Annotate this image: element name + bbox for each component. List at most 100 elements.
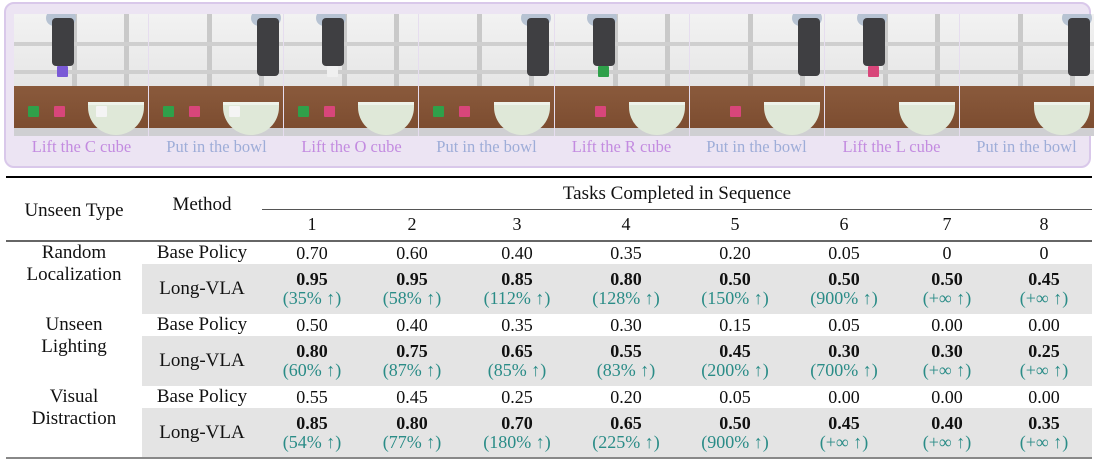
long-vla-cell: 0.30 (+∞ ↑) [898, 336, 996, 386]
long-vla-value: 0.50 [931, 269, 963, 289]
scene-frame [419, 14, 555, 136]
cube-icon [28, 106, 39, 117]
unseen-type-line1: Random [41, 242, 107, 263]
long-vla-cell: 0.85 (112% ↑) [462, 264, 572, 314]
frame-caption: Put in the bowl [976, 137, 1077, 156]
cube-icon [189, 106, 201, 117]
long-vla-value: 0.30 [931, 341, 963, 361]
long-vla-value: 0.85 [296, 412, 328, 433]
base-value: 0.30 [610, 314, 642, 335]
unseen-type-line2: Localization [26, 264, 122, 285]
frame-strip [14, 14, 1094, 136]
cube-icon [54, 106, 65, 117]
unseen-type-line1: Unseen [45, 314, 103, 335]
held-cube-icon [867, 66, 879, 77]
scene-frame [14, 14, 150, 136]
base-value: 0.20 [719, 242, 751, 263]
base-value: 0.00 [828, 386, 860, 407]
robot-arm-icon [862, 18, 885, 66]
long-vla-value: 0.25 [1028, 341, 1060, 361]
robot-arm-icon [527, 18, 550, 76]
base-value: 0.05 [828, 242, 860, 263]
long-vla-value: 0.85 [501, 269, 533, 289]
long-vla-cell: 0.65 (85% ↑) [462, 336, 572, 386]
frame-caption: Put in the bowl [166, 137, 267, 156]
improvement-percent: (+∞ ↑) [922, 360, 972, 380]
improvement-percent: (+∞ ↑) [1019, 360, 1069, 380]
long-vla-cell: 0.45 (200% ↑) [680, 336, 790, 386]
long-vla-value: 0.45 [828, 412, 860, 433]
results-table: Unseen Type Method Tasks Completed in Se… [6, 176, 1092, 459]
improvement-percent: (58% ↑) [382, 288, 442, 308]
cube-icon [163, 106, 175, 117]
robot-arm-icon [592, 18, 615, 66]
header-unseen-type: Unseen Type [24, 200, 124, 221]
long-vla-value: 0.80 [610, 269, 642, 289]
improvement-percent: (900% ↑) [701, 431, 769, 452]
base-value: 0.60 [396, 242, 428, 263]
header-col-7: 7 [942, 214, 952, 235]
improvement-percent: (83% ↑) [596, 360, 656, 380]
long-vla-cell: 0.25 (+∞ ↑) [996, 336, 1092, 386]
long-vla-value: 0.35 [1028, 412, 1060, 433]
long-vla-value: 0.50 [719, 412, 751, 433]
long-vla-cell: 0.35 (+∞ ↑) [996, 408, 1092, 458]
caption-strip: Lift the C cube Put in the bowl Lift the O… [14, 137, 1094, 157]
header-col-3: 3 [512, 214, 522, 235]
cube-icon [459, 106, 471, 117]
base-value: 0.00 [1028, 314, 1060, 335]
method-base-policy: Base Policy [156, 386, 248, 407]
header-col-2: 2 [407, 214, 417, 235]
long-vla-value: 0.70 [501, 412, 533, 433]
improvement-percent: (112% ↑) [483, 288, 551, 308]
long-vla-cell: 0.45 (+∞ ↑) [996, 264, 1092, 314]
held-cube-icon [597, 66, 609, 77]
header-col-8: 8 [1039, 214, 1049, 235]
held-cube-icon [57, 66, 68, 77]
long-vla-cell: 0.85 (54% ↑) [262, 408, 362, 458]
header-method: Method [172, 194, 232, 215]
long-vla-cell: 0.70 (180% ↑) [462, 408, 572, 458]
scene-frame [554, 14, 690, 136]
frame-caption: Lift the R cube [571, 137, 672, 156]
improvement-percent: (225% ↑) [592, 431, 660, 452]
scene-frame [284, 14, 420, 136]
long-vla-value: 0.45 [1028, 269, 1060, 289]
base-value: 0 [942, 242, 952, 263]
long-vla-value: 0.40 [931, 412, 963, 433]
base-value: 0 [1039, 242, 1049, 263]
improvement-percent: (60% ↑) [282, 360, 342, 380]
long-vla-cell: 0.50 (+∞ ↑) [898, 264, 996, 314]
improvement-percent: (+∞ ↑) [1019, 288, 1069, 308]
base-value: 0.05 [719, 386, 751, 407]
long-vla-value: 0.95 [396, 269, 428, 289]
long-vla-cell: 0.95 (58% ↑) [362, 264, 462, 314]
robot-arm-icon [1067, 18, 1090, 76]
cube-icon [229, 106, 241, 117]
improvement-percent: (+∞ ↑) [922, 288, 972, 308]
improvement-percent: (150% ↑) [701, 288, 769, 308]
improvement-percent: (200% ↑) [701, 360, 769, 380]
frame-caption: Put in the bowl [706, 137, 807, 156]
base-value: 0.25 [501, 386, 533, 407]
long-vla-cell: 0.80 (128% ↑) [572, 264, 680, 314]
robot-arm-icon [257, 18, 280, 76]
base-value: 0.20 [610, 386, 642, 407]
base-value: 0.35 [501, 314, 533, 335]
long-vla-value: 0.45 [719, 341, 751, 361]
improvement-percent: (85% ↑) [487, 360, 547, 380]
long-vla-cell: 0.95 (35% ↑) [262, 264, 362, 314]
base-value: 0.70 [296, 242, 328, 263]
long-vla-cell: 0.55 (83% ↑) [572, 336, 680, 386]
long-vla-cell: 0.80 (60% ↑) [262, 336, 362, 386]
scene-frame [959, 14, 1094, 136]
improvement-percent: (700% ↑) [810, 360, 878, 380]
long-vla-value: 0.65 [610, 412, 642, 433]
base-value: 0.05 [828, 314, 860, 335]
base-value: 0.15 [719, 314, 751, 335]
long-vla-cell: 0.30 (700% ↑) [790, 336, 898, 386]
robot-arm-icon [322, 18, 345, 66]
improvement-percent: (35% ↑) [282, 288, 342, 308]
unseen-type-line2: Distraction [31, 408, 117, 429]
header-col-5: 5 [730, 214, 740, 235]
